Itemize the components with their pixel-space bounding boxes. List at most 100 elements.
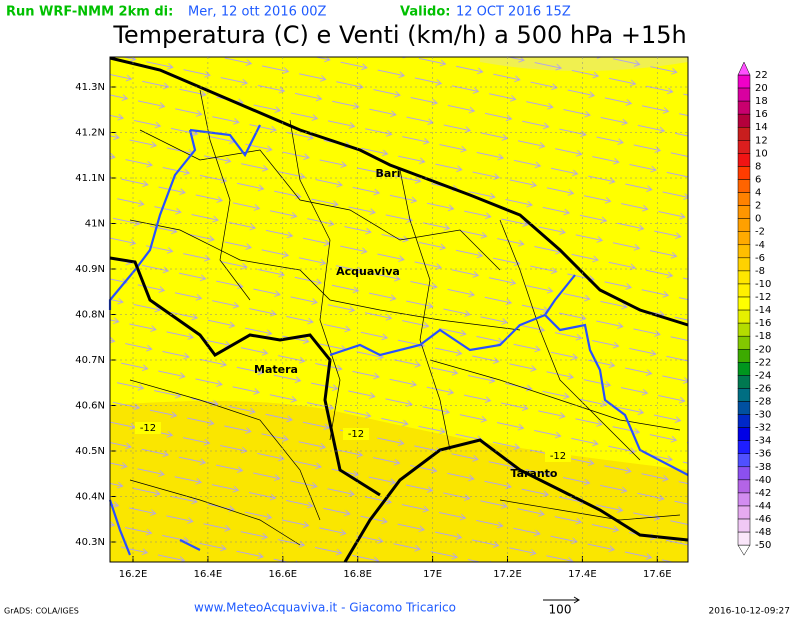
colorbar-label: 10	[755, 148, 768, 159]
colorbar-swatch	[737, 492, 751, 507]
colorbar-label: -4	[755, 240, 765, 251]
site-credit: www.MeteoAcquaviva.it - Giacomo Tricaric…	[194, 601, 456, 615]
lat-label: 40.4N	[75, 492, 105, 503]
municipal-borders	[129, 89, 681, 546]
colorbar-label: -30	[755, 410, 771, 421]
colorbar-label: -10	[755, 279, 771, 290]
colorbar-swatch	[737, 192, 751, 206]
colorbar-swatch	[737, 231, 751, 246]
colorbar-label: -16	[755, 318, 771, 329]
colorbar-swatch	[737, 322, 751, 337]
place-label: Acquaviva	[336, 265, 400, 278]
colorbar-label: -20	[755, 344, 771, 355]
colorbar-label: -28	[755, 397, 771, 408]
lon-label: 16.6E	[269, 569, 298, 580]
colorbar-swatch	[737, 113, 751, 128]
colorbar-swatch	[737, 244, 751, 259]
colorbar-top	[737, 61, 751, 76]
colorbar-swatch	[737, 205, 751, 219]
colorbar: 2220181614121086420-2-4-6-8-10-12-14-16-…	[737, 61, 771, 556]
lat-label: 40.3N	[75, 537, 105, 548]
colorbar-label: -24	[755, 370, 771, 381]
contour-label: -12	[550, 451, 566, 462]
lon-label: 16.2E	[119, 569, 148, 580]
lat-label: 41N	[85, 219, 105, 230]
colorbar-label: -48	[755, 527, 771, 538]
colorbar-label: 4	[755, 188, 761, 199]
vector-scale-arrowhead	[573, 596, 580, 604]
software-credit: GrADS: COLA/IGES	[4, 607, 79, 616]
colorbar-swatch	[737, 309, 751, 324]
colorbar-swatch	[737, 153, 751, 167]
valid-label: Valido:	[400, 5, 450, 20]
colorbar-swatch	[737, 505, 751, 520]
colorbar-label: 14	[755, 122, 768, 133]
lat-label: 40.5N	[75, 446, 105, 457]
colorbar-label: -26	[755, 383, 771, 394]
colorbar-label: 18	[755, 96, 768, 107]
lat-label: 41.2N	[75, 128, 105, 139]
colorbar-swatch	[737, 126, 751, 141]
lon-label: 16.8E	[343, 569, 372, 580]
vector-scale-label: 100	[549, 603, 572, 617]
colorbar-label: -6	[755, 253, 765, 264]
colorbar-label: -42	[755, 488, 771, 499]
coastline-and-borders	[109, 56, 689, 563]
colorbar-label: -2	[755, 227, 765, 238]
colorbar-swatch	[737, 375, 751, 389]
colorbar-swatch	[737, 362, 751, 376]
lon-label: 17.2E	[493, 569, 522, 580]
lat-label: 40.9N	[75, 264, 105, 275]
colorbar-label: -46	[755, 514, 771, 525]
lat-label: 40.6N	[75, 401, 105, 412]
colorbar-label: 12	[755, 135, 768, 146]
colorbar-swatch	[737, 349, 751, 363]
colorbar-label: -36	[755, 449, 771, 460]
contour-label-bg	[545, 450, 571, 462]
colorbar-label: 16	[755, 109, 768, 120]
place-label: Matera	[254, 363, 298, 376]
colorbar-swatch	[737, 440, 751, 454]
map-labels: Bari Acquaviva Matera Taranto -12 -12 -12	[135, 167, 571, 480]
colorbar-swatch	[737, 296, 751, 311]
colorbar-label: -8	[755, 266, 765, 277]
lat-label: 40.7N	[75, 355, 105, 366]
colorbar-label: 22	[755, 70, 768, 81]
map	[108, 56, 689, 563]
colorbar-swatch	[737, 166, 751, 180]
lon-label: 17.4E	[568, 569, 597, 580]
contour-label-bg	[343, 428, 369, 440]
colorbar-swatch	[737, 388, 751, 402]
colorbar-swatch	[737, 100, 751, 115]
colorbar-label: -44	[755, 501, 771, 512]
colorbar-swatch	[737, 179, 751, 193]
colorbar-label: 20	[755, 83, 768, 94]
colorbar-swatch	[737, 479, 751, 494]
colorbar-swatch	[737, 257, 751, 272]
colorbar-swatch	[737, 466, 751, 481]
colorbar-swatch	[737, 140, 751, 154]
valid-date: 12 OCT 2016 15Z	[456, 5, 571, 20]
colorbar-label: -22	[755, 357, 771, 368]
lon-label: 17E	[423, 569, 442, 580]
colorbar-swatch	[737, 518, 751, 533]
colorbar-bottom	[737, 544, 751, 556]
colorbar-label: 0	[755, 214, 761, 225]
lon-label: 16.4E	[194, 569, 223, 580]
colorbar-swatch	[737, 270, 751, 285]
axes: 41.3N 41.2N 41.1N 41N 40.9N 40.8N 40.7N 40.6N 40…	[75, 56, 689, 580]
colorbar-label: -50	[755, 540, 771, 551]
wind-vectors	[110, 57, 688, 562]
colorbar-swatch	[737, 335, 751, 350]
contour-label: -12	[140, 423, 156, 434]
colorbar-label: -12	[755, 292, 771, 303]
lat-label: 41.3N	[75, 82, 105, 93]
run-label: Run WRF-NMM 2km di:	[6, 5, 173, 20]
colorbar-swatch	[737, 427, 751, 441]
colorbar-label: -14	[755, 305, 771, 316]
contour-label: -12	[348, 429, 364, 440]
colorbar-label: -38	[755, 462, 771, 473]
colorbar-swatch	[737, 283, 751, 298]
colorbar-label: 6	[755, 174, 761, 185]
colorbar-swatch	[737, 74, 751, 89]
